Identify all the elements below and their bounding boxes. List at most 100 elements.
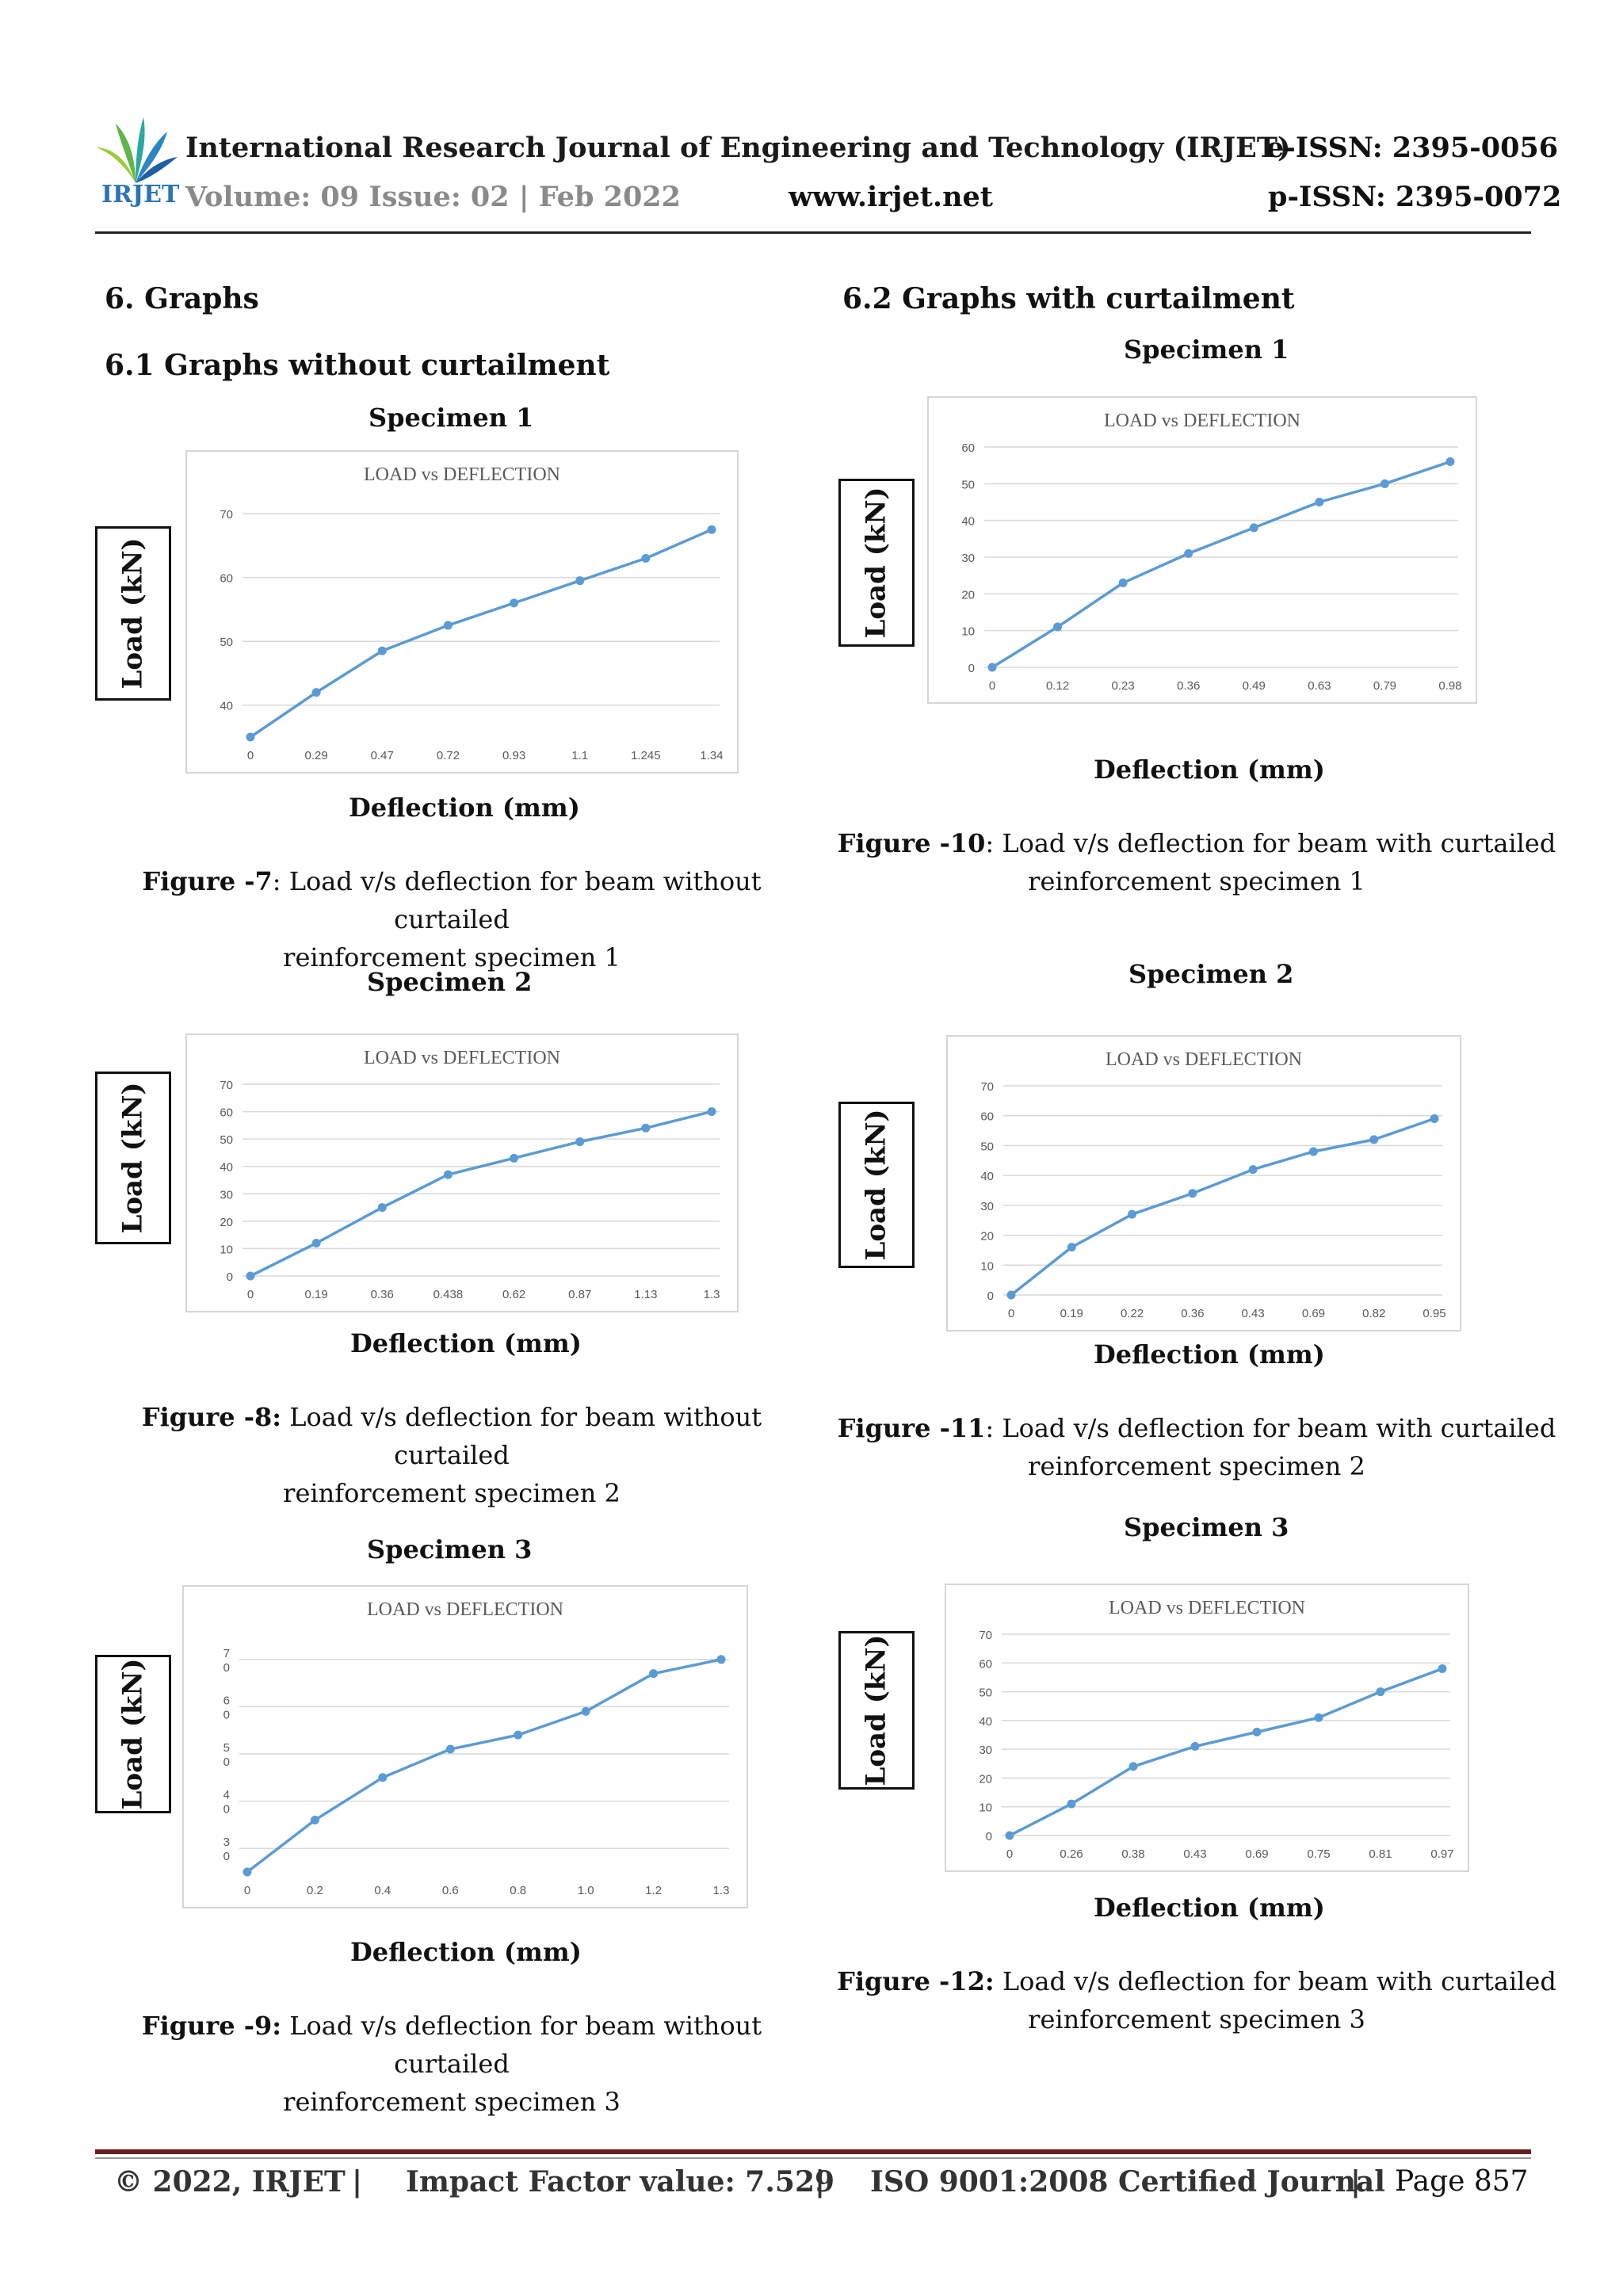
x-tick-label: 0.19: [1060, 1307, 1083, 1320]
data-point: [311, 688, 321, 697]
y-tick-label: 30: [220, 1188, 233, 1201]
data-point: [1252, 1727, 1262, 1736]
y-tick-label: 30: [980, 1200, 994, 1213]
chart-fig10: LOAD vs DEFLECTION 60 50 40 30 20 10 0 0 0.12 0.23…: [927, 396, 1477, 704]
website-link[interactable]: www.irjet.net: [789, 181, 993, 213]
specimen-heading: Specimen 2: [367, 967, 533, 997]
figure-sep: [995, 1966, 1002, 1996]
x-tick-label: 0.22: [1121, 1307, 1144, 1320]
x-tick-label: 0.93: [502, 749, 525, 762]
x-tick-label: 1.2: [645, 1884, 662, 1897]
section-heading-graphs: 6. Graphs: [105, 282, 259, 315]
figure-sep: :: [985, 828, 1002, 858]
y-tick-label: 70: [980, 1080, 994, 1094]
line-chart: LOAD vs DEFLECTION 70 60 50 40 30 20 10 0 0 0.26 0.…: [979, 1598, 1453, 1861]
caption-line1: Load v/s deflection for beam with curtai…: [1002, 1413, 1556, 1443]
x-tick-label: 1.1: [571, 749, 588, 762]
x-tick-label: 0: [1006, 1847, 1013, 1861]
caption-line2: reinforcement specimen 3: [1028, 2004, 1365, 2034]
line-chart: LOAD vs DEFLECTION 60 50 40 30 20 10 0 0 0.12 0.23…: [961, 411, 1461, 693]
journal-title: International Research Journal of Engine…: [185, 132, 1291, 164]
x-tick-label: 0.62: [502, 1288, 525, 1301]
data-point: [1006, 1290, 1016, 1300]
series-line: [1009, 1667, 1443, 1837]
footer-separator: |: [352, 2165, 363, 2199]
data-point: [445, 1744, 455, 1754]
y-tick-label: 20: [961, 588, 975, 602]
caption-line1: Load v/s deflection for beam without cur…: [289, 1402, 762, 1470]
caption-line2: reinforcement specimen 2: [283, 1478, 621, 1508]
y-axis-label: Load (kN): [861, 1109, 893, 1261]
caption-line2: reinforcement specimen 3: [283, 2087, 621, 2117]
data-point: [1308, 1147, 1318, 1156]
x-tick-label: 0.97: [1430, 1847, 1453, 1861]
chart-title: LOAD vs DEFLECTION: [1109, 1598, 1305, 1618]
x-tick-label: 0.82: [1362, 1307, 1385, 1320]
x-tick-label: 1.245: [631, 749, 661, 762]
x-tick-label: 0: [244, 1884, 250, 1897]
y-tick-label: 10: [220, 1243, 233, 1256]
y-tick-label: 3: [223, 1836, 230, 1849]
y-tick-label: 0: [227, 1270, 233, 1284]
data-point: [514, 1730, 523, 1740]
y-tick-label: 0: [968, 662, 975, 675]
series-line: [246, 1658, 722, 1874]
y-tick-label: 0: [223, 1708, 230, 1721]
specimen-heading: Specimen 3: [1124, 1512, 1289, 1542]
y-tick-label: 4: [223, 1789, 230, 1802]
y-tick-label: 50: [220, 636, 233, 649]
x-tick-label: 0.29: [305, 749, 328, 762]
y-axis-label-box: Load (kN): [95, 526, 171, 701]
data-point: [1430, 1114, 1439, 1123]
x-tick-label: 0.79: [1373, 679, 1396, 693]
y-tick-label: 70: [220, 1079, 233, 1092]
chart-fig12: LOAD vs DEFLECTION 70 60 50 40 30 20 10 0 0 0.26 0.…: [945, 1584, 1469, 1872]
x-tick-label: 0: [247, 749, 254, 762]
data-point: [377, 646, 387, 655]
figure-caption: Figure -11: Load v/s deflection for beam…: [824, 1409, 1569, 1485]
y-tick-label: 5: [223, 1741, 230, 1755]
y-tick-label: 60: [979, 1657, 992, 1671]
footer-copyright: © 2022, IRJET: [114, 2165, 346, 2199]
figure-caption: Figure -12: Load v/s deflection for beam…: [824, 1962, 1569, 2038]
line-chart: LOAD vs DEFLECTION 70 60 50 40 30 20 10 0 0 0.19 0.…: [980, 1049, 1445, 1320]
footer-page-number: Page 857: [1395, 2165, 1529, 2198]
data-point: [310, 1815, 319, 1824]
x-tick-label: 0.95: [1423, 1307, 1445, 1320]
data-point: [1188, 1189, 1197, 1198]
footer-divider: [95, 2149, 1531, 2154]
x-tick-label: 0.49: [1243, 679, 1266, 693]
x-tick-label: 0.26: [1060, 1847, 1083, 1861]
x-tick-label: 0.43: [1242, 1307, 1265, 1320]
data-point: [716, 1655, 726, 1664]
y-tick-label: 20: [220, 1216, 233, 1229]
x-tick-label: 1.3: [713, 1884, 730, 1897]
logo-text: IRJET: [101, 181, 180, 208]
data-point: [575, 576, 585, 586]
line-chart: LOAD vs DEFLECTION 70 60 50 40 0 0.29 0.47 0.72 0…: [220, 464, 723, 762]
y-tick-label: 30: [979, 1744, 992, 1757]
specimen-heading: Specimen 3: [367, 1534, 533, 1564]
x-tick-label: 0.2: [307, 1884, 323, 1897]
data-point: [649, 1669, 659, 1679]
data-point: [1128, 1762, 1138, 1771]
y-tick-label: 70: [979, 1629, 992, 1642]
caption-line2: reinforcement specimen 1: [1028, 866, 1365, 896]
section-heading-with: 6.2 Graphs with curtailment: [842, 282, 1295, 315]
data-point: [1053, 622, 1063, 632]
header-divider: [95, 231, 1531, 234]
x-tick-label: 0: [989, 679, 995, 693]
series-line: [1010, 1117, 1435, 1297]
x-tick-label: 0.23: [1112, 679, 1135, 693]
footer-iso: ISO 9001:2008 Certified Journal: [870, 2165, 1385, 2199]
x-axis-label: Deflection (mm): [1094, 755, 1325, 785]
y-tick-label: 60: [220, 572, 233, 586]
x-tick-label: 0.6: [442, 1884, 459, 1897]
footer-separator: |: [1350, 2165, 1361, 2199]
x-axis-label: Deflection (mm): [1094, 1893, 1325, 1923]
y-tick-label: 50: [979, 1687, 992, 1700]
x-tick-label: 1.34: [700, 749, 723, 762]
y-tick-label: 0: [986, 1830, 992, 1843]
x-tick-label: 0.36: [371, 1288, 394, 1301]
